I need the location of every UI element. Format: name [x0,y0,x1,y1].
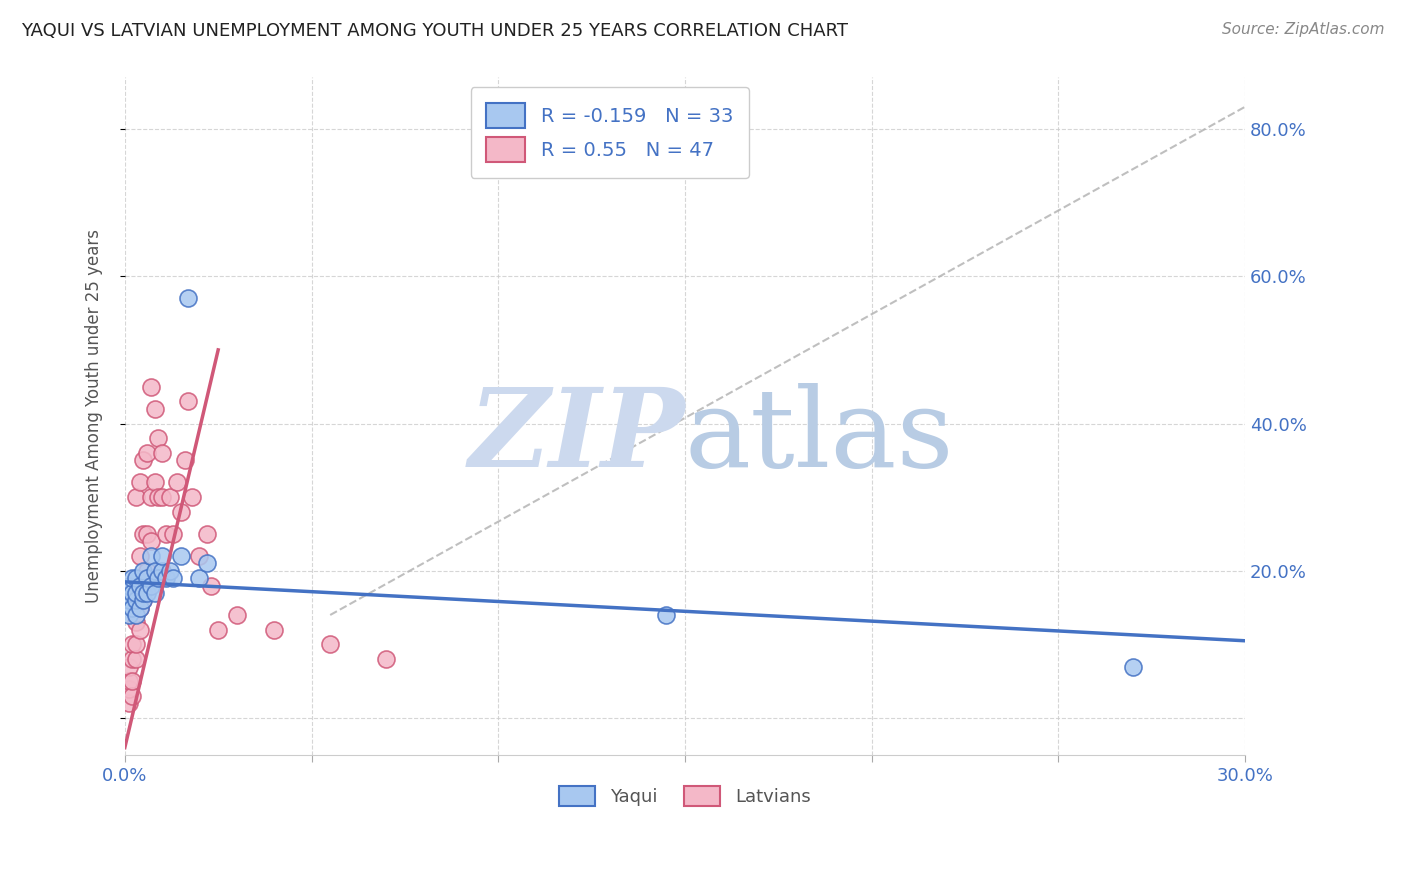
Point [132,527,155,541]
Point [121,586,143,600]
Point [139,490,162,504]
Legend: Yaqui, Latvians: Yaqui, Latvians [553,779,818,814]
Point [155,571,177,585]
Point [121,637,143,651]
Point [125,615,148,630]
Point [1122,659,1144,673]
Point [125,586,148,600]
Text: YAQUI VS LATVIAN UNEMPLOYMENT AMONG YOUTH UNDER 25 YEARS CORRELATION CHART: YAQUI VS LATVIAN UNEMPLOYMENT AMONG YOUT… [21,22,848,40]
Point [125,607,148,622]
Point [132,564,155,578]
Point [132,586,155,600]
Point [136,527,159,541]
Point [162,571,184,585]
Point [117,681,139,696]
Point [150,490,173,504]
Point [136,446,159,460]
Point [155,527,177,541]
Point [139,549,162,563]
Point [117,674,139,689]
Point [117,578,139,592]
Point [136,586,159,600]
Point [117,697,139,711]
Point [143,564,166,578]
Point [375,652,398,666]
Point [200,578,222,592]
Point [195,527,218,541]
Point [125,490,148,504]
Y-axis label: Unemployment Among Youth under 25 years: Unemployment Among Youth under 25 years [86,229,103,603]
Point [117,593,139,607]
Point [121,600,143,615]
Point [173,453,195,467]
Point [128,549,150,563]
Point [125,637,148,651]
Point [121,674,143,689]
Point [143,586,166,600]
Point [132,593,155,607]
Point [132,453,155,467]
Text: atlas: atlas [685,383,955,490]
Point [150,564,173,578]
Point [121,689,143,703]
Point [148,431,170,445]
Point [159,490,181,504]
Point [139,578,162,592]
Point [125,571,148,585]
Point [139,380,162,394]
Point [148,571,170,585]
Point [170,549,193,563]
Point [125,652,148,666]
Point [162,527,184,541]
Point [117,607,139,622]
Point [132,593,155,607]
Point [139,534,162,549]
Point [143,401,166,416]
Point [195,557,218,571]
Point [128,600,150,615]
Point [125,593,148,607]
Point [148,490,170,504]
Point [177,394,200,409]
Point [207,623,229,637]
Point [136,571,159,585]
Point [128,578,150,592]
Point [159,564,181,578]
Point [188,571,211,585]
Point [128,475,150,490]
Point [143,475,166,490]
Point [117,659,139,673]
Point [655,607,678,622]
Point [136,564,159,578]
Point [128,600,150,615]
Text: ZIP: ZIP [468,383,685,491]
Point [150,446,173,460]
Point [225,607,247,622]
Point [170,505,193,519]
Point [181,490,204,504]
Point [177,291,200,305]
Point [263,623,285,637]
Point [128,623,150,637]
Point [121,571,143,585]
Point [166,475,188,490]
Point [319,637,342,651]
Point [121,652,143,666]
Text: Source: ZipAtlas.com: Source: ZipAtlas.com [1222,22,1385,37]
Point [150,549,173,563]
Point [188,549,211,563]
